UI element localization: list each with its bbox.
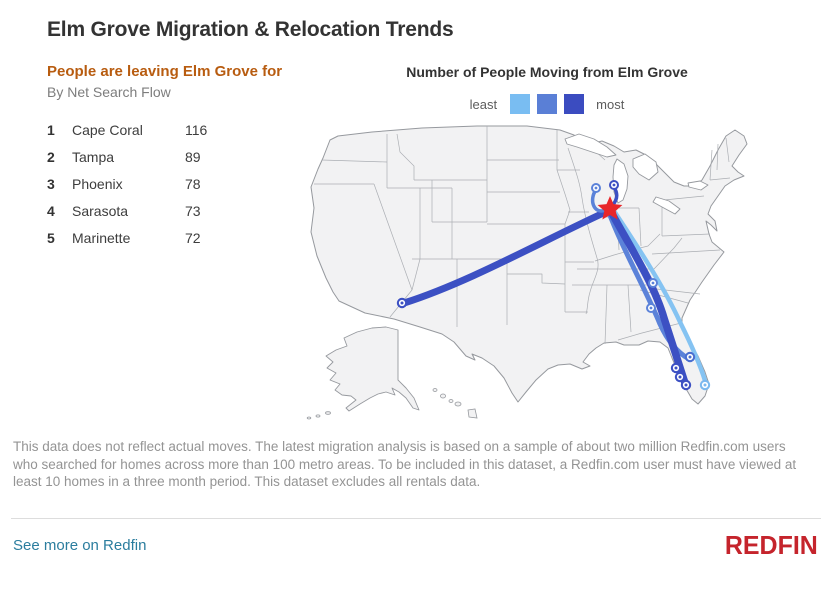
city-label: Phoenix [72, 175, 123, 192]
destination-marker [591, 183, 601, 193]
list-heading: People are leaving Elm Grove for [47, 63, 283, 80]
aleutian-islands [306, 411, 331, 420]
flow-value: 78 [185, 175, 201, 192]
destination-marker [609, 180, 619, 190]
list-subheading: By Net Search Flow [47, 84, 171, 100]
legend-most-label: most [596, 96, 625, 112]
flow-value: 116 [185, 121, 208, 138]
legend-least-label: least [469, 96, 498, 112]
rank-label: 4 [47, 202, 55, 219]
destination-list-panel: People are leaving Elm Grove for By Net … [47, 63, 297, 251]
rank-label: 5 [47, 229, 55, 246]
destination-marker [680, 379, 692, 391]
destination-marker [396, 297, 408, 309]
flow-line-phoenix [400, 206, 614, 307]
city-label: Cape Coral [72, 121, 143, 138]
divider [11, 518, 821, 519]
list-item: 4 Sarasota 73 [47, 197, 297, 224]
lake-erie [652, 196, 681, 215]
flow-legend: least most [402, 94, 692, 114]
destination-marker [699, 379, 711, 391]
destination-marker [648, 278, 658, 288]
page-title: Elm Grove Migration & Relocation Trends [47, 18, 454, 41]
legend-swatch-mid [536, 94, 557, 114]
great-lakes [564, 133, 709, 215]
list-item: 2 Tampa 89 [47, 143, 297, 170]
legend-swatch-most [563, 94, 584, 114]
state-borders [314, 126, 731, 345]
alaska-inset [325, 326, 420, 412]
disclaimer-text: This data does not reflect actual moves.… [13, 439, 797, 489]
flow-value: 73 [185, 202, 201, 219]
list-item: 5 Marinette 72 [47, 224, 297, 251]
map-title: Number of People Moving from Elm Grove [406, 64, 688, 80]
lake-huron [632, 153, 659, 181]
hawaii-inset [432, 388, 478, 419]
flow-line-light-southeast [609, 205, 709, 387]
us-migration-map [306, 125, 748, 420]
city-label: Marinette [72, 229, 131, 246]
flow-value: 72 [185, 229, 201, 246]
destination-marker [646, 303, 656, 313]
destination-marker [670, 362, 682, 374]
destination-marker [684, 351, 696, 363]
redfin-logo[interactable]: REDFIN [725, 530, 818, 560]
lake-superior [564, 133, 617, 158]
list-item: 1 Cape Coral 116 [47, 116, 297, 143]
flow-value: 89 [185, 148, 201, 165]
see-more-link[interactable]: See more on Redfin [13, 537, 147, 554]
legend-swatch-least [509, 94, 530, 114]
list-item: 3 Phoenix 78 [47, 170, 297, 197]
city-label: Sarasota [72, 202, 129, 219]
destination-list: 1 Cape Coral 116 2 Tampa 89 3 Phoenix 78… [47, 116, 297, 251]
city-label: Tampa [72, 148, 115, 165]
destination-markers [396, 180, 711, 391]
rank-label: 2 [47, 148, 55, 165]
destination-marker [674, 371, 686, 383]
origin-star-icon [597, 196, 623, 220]
rank-label: 1 [47, 121, 55, 138]
rank-label: 3 [47, 175, 55, 192]
lake-ontario [687, 180, 709, 191]
